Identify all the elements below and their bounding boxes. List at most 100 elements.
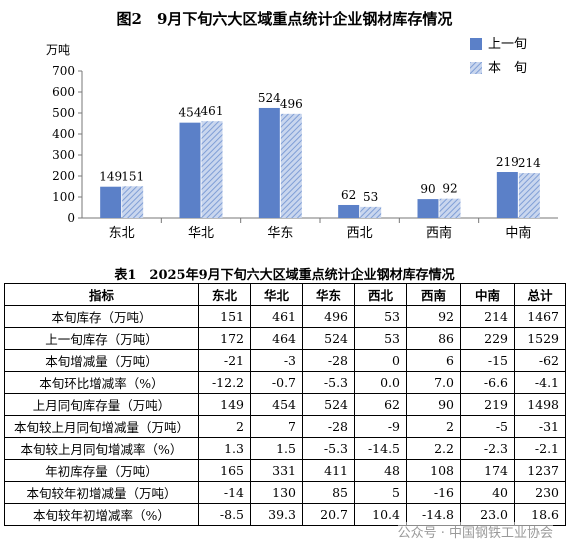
table-cell: 496 — [302, 305, 355, 328]
table-cell: 53 — [354, 305, 407, 328]
table-cell: -4.1 — [514, 371, 566, 394]
table-cell: -9 — [354, 415, 407, 438]
table-cell: 62 — [354, 393, 407, 416]
data-label: 214 — [518, 156, 541, 170]
data-label: 454 — [179, 106, 202, 120]
row-label: 上一旬库存（万吨） — [4, 327, 199, 350]
table-row: 本旬较年初增减率（%） -8.5 39.3 20.7 10.4 -14.8 23.0 18.6 — [4, 503, 566, 526]
data-label: 151 — [121, 169, 144, 183]
bar-current — [122, 186, 144, 218]
table-row: 上一旬库存（万吨） 172 464 524 53 86 229 1529 — [4, 327, 566, 350]
table-cell: 1237 — [514, 459, 566, 482]
table-row: 本旬较上月同旬增减率（%） 1.3 1.5 -5.3 -14.5 2.2 -2.3 -2.1 — [4, 437, 566, 460]
table-cell: 149 — [198, 393, 251, 416]
table-cell: -14.5 — [354, 437, 407, 460]
y-tick-label: 600 — [52, 85, 75, 99]
legend-swatch — [470, 38, 482, 50]
row-label: 本旬环比增减率（%） — [4, 371, 199, 394]
y-tick-label: 300 — [52, 148, 75, 162]
table-cell: 214 — [460, 305, 515, 328]
table-cell: 0.0 — [354, 371, 407, 394]
row-label: 本旬较上月同旬增减量（万吨） — [4, 415, 199, 438]
table-cell: -5.3 — [302, 437, 355, 460]
table-cell: 230 — [514, 481, 566, 504]
table-cell: 130 — [250, 481, 303, 504]
table-cell: 108 — [406, 459, 461, 482]
row-label: 本旬增减量（万吨） — [4, 349, 199, 372]
table-cell: -16 — [406, 481, 461, 504]
table-cell: 1.5 — [250, 437, 303, 460]
table-cell: -15 — [460, 349, 515, 372]
bar-previous — [417, 199, 439, 218]
bar-current — [201, 121, 223, 218]
bar-previous — [179, 122, 201, 218]
table-header-row: 指标 东北 华北 华东 西北 西南 中南 总计 — [4, 283, 566, 306]
header-region: 西南 — [406, 283, 461, 306]
y-axis-label: 万吨 — [46, 43, 70, 57]
x-tick-label: 东北 — [109, 226, 135, 241]
x-tick-label: 华东 — [267, 226, 293, 241]
table-cell: 229 — [460, 327, 515, 350]
table-cell: -62 — [514, 349, 566, 372]
table-row: 年初库存量（万吨） 165 331 411 48 108 174 1237 — [4, 459, 566, 482]
data-label: 461 — [201, 104, 224, 118]
row-label: 年初库存量（万吨） — [4, 459, 199, 482]
table-cell: 1467 — [514, 305, 566, 328]
header-region: 东北 — [198, 283, 251, 306]
table-cell: -5 — [460, 415, 515, 438]
table-cell: 39.3 — [250, 503, 303, 526]
table-row: 本旬较年初增减量（万吨） -14 130 85 5 -16 40 230 — [4, 481, 566, 504]
bar-previous — [496, 172, 518, 218]
table-cell: -21 — [198, 349, 251, 372]
data-label: 496 — [280, 97, 303, 111]
table-row: 本旬较上月同旬增减量（万吨） 2 7 -28 -9 2 -5 -31 — [4, 415, 566, 438]
table-cell: 461 — [250, 305, 303, 328]
table-cell: -12.2 — [198, 371, 251, 394]
table-cell: 85 — [302, 481, 355, 504]
x-tick-label: 华北 — [188, 226, 214, 241]
table-cell: 524 — [302, 393, 355, 416]
bar-previous — [338, 204, 360, 218]
bar-previous — [100, 186, 122, 218]
table-row: 上月同旬库存量（万吨） 149 454 524 62 90 219 1498 — [4, 393, 566, 416]
table-cell: 18.6 — [514, 503, 566, 526]
bar-current — [518, 173, 540, 218]
table-cell: 524 — [302, 327, 355, 350]
table-cell: 6 — [406, 349, 461, 372]
table-cell: 172 — [198, 327, 251, 350]
table-cell: 464 — [250, 327, 303, 350]
table-cell: -8.5 — [198, 503, 251, 526]
data-label: 524 — [258, 91, 281, 105]
table-cell: 7.0 — [406, 371, 461, 394]
header-region: 华北 — [250, 283, 303, 306]
data-label: 219 — [496, 155, 519, 169]
inventory-table: 指标 东北 华北 华东 西北 西南 中南 总计 本旬库存（万吨） 151 461 496 53 92 21… — [4, 283, 566, 526]
table-cell: 2 — [406, 415, 461, 438]
table-cell: -2.1 — [514, 437, 566, 460]
table-cell: 219 — [460, 393, 515, 416]
row-label: 本旬较年初增减率（%） — [4, 503, 199, 526]
table-cell: 90 — [406, 393, 461, 416]
table-cell: 2.2 — [406, 437, 461, 460]
row-label: 上月同旬库存量（万吨） — [4, 393, 199, 416]
table-cell: 0 — [354, 349, 407, 372]
bar-current — [360, 206, 382, 218]
y-tick-label: 700 — [52, 64, 75, 78]
header-region: 总计 — [514, 283, 566, 306]
header-region: 中南 — [460, 283, 515, 306]
table-cell: 5 — [354, 481, 407, 504]
data-label: 92 — [442, 182, 457, 196]
table-cell: 23.0 — [460, 503, 515, 526]
data-label: 62 — [341, 188, 356, 202]
legend-label: 本 旬 — [488, 61, 527, 76]
table-row: 本旬增减量（万吨） -21 -3 -28 0 6 -15 -62 — [4, 349, 566, 372]
table-cell: 92 — [406, 305, 461, 328]
data-label: 149 — [99, 170, 122, 184]
table-row: 本旬库存（万吨） 151 461 496 53 92 214 1467 — [4, 305, 566, 328]
x-tick-label: 西南 — [426, 225, 452, 241]
table-title: 表1 2025年9月下旬六大区域重点统计企业钢材库存情况 — [114, 268, 455, 283]
table-cell: -31 — [514, 415, 566, 438]
watermark: 公众号 · 中国钢铁工业协会 — [397, 522, 553, 541]
row-label: 本旬较上月同旬增减率（%） — [4, 437, 199, 460]
table-cell: 53 — [354, 327, 407, 350]
